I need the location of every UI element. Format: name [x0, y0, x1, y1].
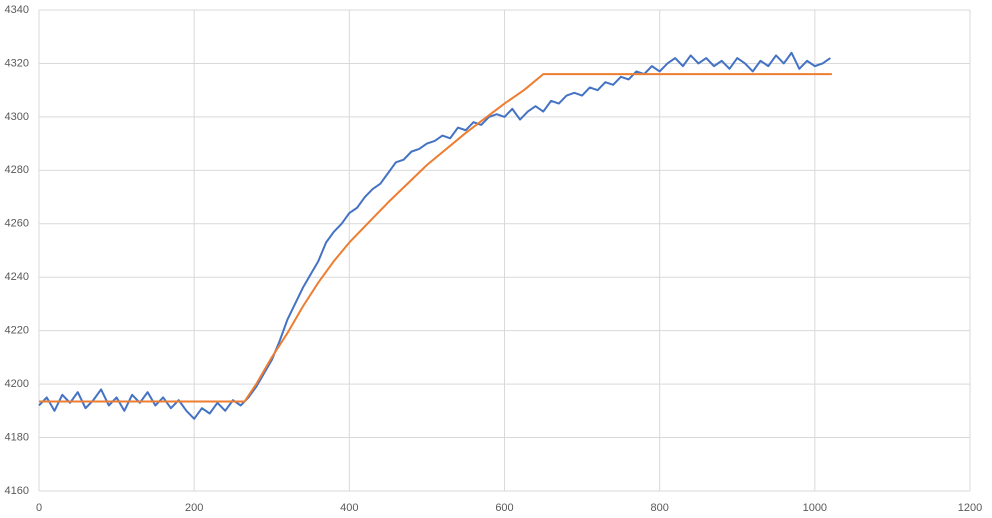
- y-tick-label: 4320: [5, 57, 29, 69]
- x-tick-label: 600: [495, 502, 513, 514]
- y-tick-label: 4260: [5, 218, 29, 230]
- y-tick-label: 4220: [5, 325, 29, 337]
- y-tick-label: 4180: [5, 431, 29, 443]
- x-tick-label: 0: [36, 502, 42, 514]
- x-tick-label: 200: [185, 502, 203, 514]
- y-tick-label: 4160: [5, 485, 29, 497]
- y-tick-label: 4340: [5, 4, 29, 16]
- line-series: [39, 73, 832, 403]
- line-series: [38, 51, 831, 420]
- y-tick-label: 4280: [5, 164, 29, 176]
- x-tick-label: 1200: [958, 502, 982, 514]
- x-tick-label: 400: [340, 502, 358, 514]
- y-tick-label: 4240: [5, 271, 29, 283]
- y-tick-label: 4300: [5, 111, 29, 123]
- x-tick-label: 800: [650, 502, 668, 514]
- x-tick-label: 1000: [803, 502, 827, 514]
- y-tick-label: 4200: [5, 378, 29, 390]
